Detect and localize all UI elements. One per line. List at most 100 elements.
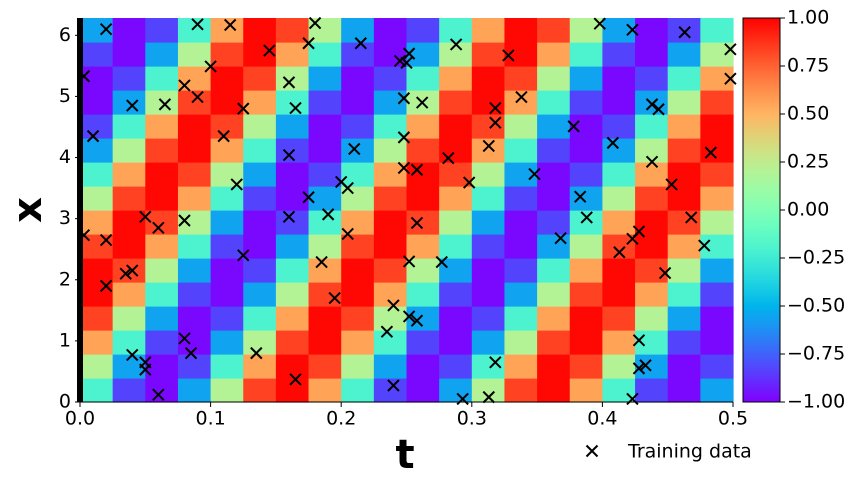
- heat-cell: [667, 330, 701, 355]
- training-point: [489, 101, 502, 115]
- training-point: [139, 210, 152, 224]
- heat-cell: [471, 378, 506, 403]
- heat-cell: [439, 186, 473, 211]
- heat-cell: [341, 210, 375, 235]
- training-point: [482, 390, 495, 404]
- training-point: [178, 332, 191, 345]
- heat-cell: [537, 258, 571, 283]
- training-point: [613, 246, 626, 259]
- x-tick-label: 0.5: [718, 408, 748, 430]
- training-point: [230, 178, 243, 191]
- heat-cell: [471, 18, 506, 43]
- training-point: [410, 314, 424, 327]
- heat-cell: [602, 90, 636, 115]
- heat-cell: [406, 210, 440, 235]
- heat-cell: [504, 306, 538, 331]
- training-point: [223, 18, 237, 32]
- heat-cell: [243, 66, 277, 91]
- heat-cell: [635, 42, 669, 67]
- training-point: [397, 92, 411, 105]
- legend-marker: [585, 444, 599, 458]
- heat-cell: [210, 42, 244, 67]
- training-point: [502, 49, 515, 62]
- heat-cell: [504, 186, 538, 211]
- heat-cell: [471, 66, 506, 91]
- heat-cell: [602, 234, 636, 259]
- heat-cell: [243, 186, 277, 211]
- heat-cell: [602, 378, 636, 403]
- heat-cell: [373, 210, 408, 235]
- training-point: [678, 26, 691, 39]
- heat-cell: [341, 114, 375, 139]
- heat-cell: [373, 18, 408, 43]
- heat-cell: [537, 90, 571, 115]
- y-axis-label: x: [5, 197, 51, 223]
- heat-cell: [569, 378, 603, 403]
- heat-cell: [406, 138, 440, 163]
- heat-cell: [700, 378, 734, 403]
- heat-cell: [700, 282, 734, 307]
- heat-cell: [275, 234, 310, 259]
- heat-cell: [569, 258, 603, 283]
- training-point: [204, 60, 217, 73]
- y-tick-label: 4: [59, 146, 71, 168]
- heat-cell: [667, 18, 701, 43]
- heat-cell: [243, 234, 277, 259]
- colorbar-tick-label: −1.00: [787, 391, 845, 413]
- training-point: [580, 211, 593, 224]
- training-point: [341, 227, 354, 241]
- heat-cell: [700, 114, 734, 139]
- heat-cell: [537, 114, 571, 139]
- training-point: [402, 47, 416, 60]
- heat-cell: [569, 306, 603, 331]
- heat-cell: [602, 162, 636, 187]
- training-point: [387, 299, 400, 312]
- training-point: [489, 356, 502, 369]
- training-point: [462, 176, 476, 189]
- heat-cell: [210, 330, 244, 355]
- heat-cell: [275, 354, 310, 379]
- heat-cell: [341, 306, 375, 331]
- training-point: [665, 178, 678, 191]
- heat-cell: [177, 354, 212, 379]
- heat-cell: [537, 282, 571, 307]
- heat-cell: [439, 354, 473, 379]
- heat-cell: [275, 330, 310, 355]
- heat-cell: [177, 378, 212, 403]
- heat-cell: [504, 66, 538, 91]
- heat-cell: [537, 354, 571, 379]
- heat-cell: [177, 258, 212, 283]
- heat-cell: [439, 258, 473, 283]
- heat-cell: [210, 282, 244, 307]
- training-point: [449, 38, 463, 51]
- heat-cell: [80, 306, 114, 331]
- training-point: [489, 116, 502, 129]
- training-point: [632, 334, 646, 347]
- heat-cell: [602, 306, 636, 331]
- training-point: [724, 43, 737, 56]
- heat-cell: [112, 114, 146, 139]
- training-point: [397, 131, 411, 144]
- heat-cell: [243, 138, 277, 163]
- heat-cell: [243, 18, 277, 43]
- heat-cell: [635, 234, 669, 259]
- heat-cell: [504, 354, 538, 379]
- heat-cell: [243, 306, 277, 331]
- y-tick-label: 2: [59, 268, 71, 290]
- heat-cell: [210, 138, 244, 163]
- heat-cell: [700, 42, 734, 67]
- training-point: [289, 373, 302, 386]
- heat-cell: [243, 258, 277, 283]
- y-tick-label: 6: [59, 24, 71, 46]
- heat-cell: [569, 210, 603, 235]
- heat-cell: [439, 66, 473, 91]
- heat-cell: [112, 162, 146, 187]
- heat-cell: [537, 42, 571, 67]
- heat-cell: [210, 378, 244, 403]
- heat-cell: [439, 114, 473, 139]
- heat-cell: [406, 282, 440, 307]
- training-point: [178, 79, 191, 92]
- heat-cell: [177, 306, 212, 331]
- training-point: [139, 363, 152, 376]
- heat-cell: [145, 162, 179, 187]
